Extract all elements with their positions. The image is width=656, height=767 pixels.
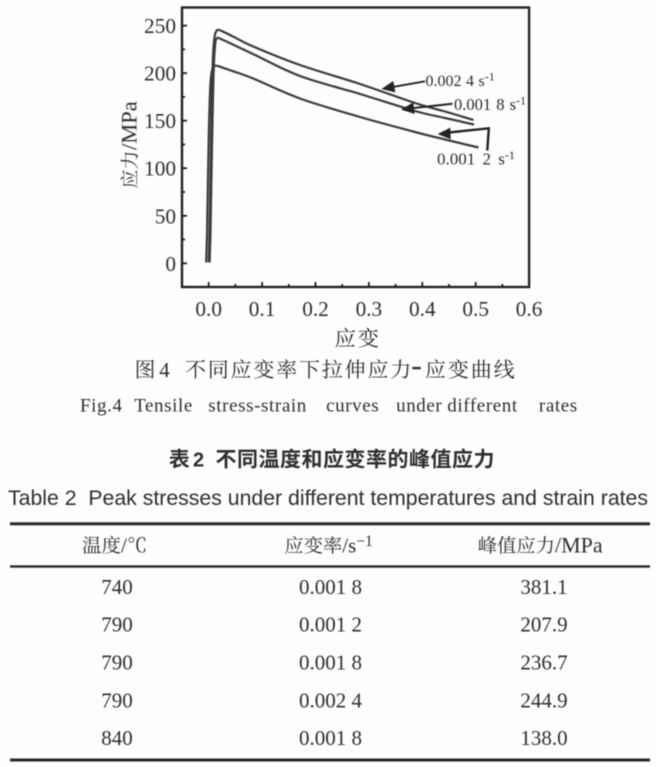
svg-text:0.002 4 s-1: 0.002 4 s-1 bbox=[426, 70, 495, 91]
svg-text:0.001 2: 0.001 2 bbox=[299, 613, 362, 637]
svg-text:0.001 8: 0.001 8 bbox=[299, 575, 362, 599]
svg-text:0.002 4: 0.002 4 bbox=[299, 688, 363, 712]
svg-text:0.1: 0.1 bbox=[249, 297, 276, 321]
svg-text:0.0: 0.0 bbox=[195, 297, 222, 321]
svg-text:Table 2 Peak stresses under d: Table 2 Peak stresses under different te… bbox=[8, 487, 648, 510]
svg-text:0: 0 bbox=[165, 252, 176, 276]
svg-text:0.001 8: 0.001 8 bbox=[299, 651, 362, 675]
svg-text:200: 200 bbox=[144, 62, 176, 86]
svg-text:790: 790 bbox=[101, 613, 133, 637]
svg-text:790: 790 bbox=[101, 651, 133, 675]
svg-text:50: 50 bbox=[155, 204, 176, 228]
svg-text:244.9: 244.9 bbox=[520, 688, 567, 712]
svg-text:4: 4 bbox=[159, 358, 170, 382]
svg-text:2: 2 bbox=[193, 450, 204, 472]
svg-text:150: 150 bbox=[144, 109, 176, 133]
svg-text:790: 790 bbox=[101, 688, 133, 712]
svg-text:207.9: 207.9 bbox=[520, 613, 567, 637]
svg-text:0.001 8 s-1: 0.001 8 s-1 bbox=[454, 93, 526, 114]
svg-text:100: 100 bbox=[144, 157, 176, 181]
svg-text:0.3: 0.3 bbox=[356, 297, 383, 321]
svg-text:/MPa: /MPa bbox=[555, 532, 603, 557]
svg-text:236.7: 236.7 bbox=[520, 651, 567, 675]
svg-text:0.6: 0.6 bbox=[516, 297, 543, 321]
svg-text:/: / bbox=[121, 533, 127, 557]
svg-text:381.1: 381.1 bbox=[520, 575, 567, 599]
svg-text:0.5: 0.5 bbox=[462, 297, 489, 321]
svg-text:0.2: 0.2 bbox=[302, 297, 329, 321]
svg-text:840: 840 bbox=[101, 726, 133, 750]
svg-text:0.001 8: 0.001 8 bbox=[299, 726, 362, 750]
svg-text:740: 740 bbox=[101, 575, 133, 599]
svg-text:138.0: 138.0 bbox=[520, 726, 567, 750]
svg-text:0.4: 0.4 bbox=[409, 297, 436, 321]
svg-text:0.001 2 s-1: 0.001 2 s-1 bbox=[437, 148, 515, 169]
svg-text:/MPa: /MPa bbox=[117, 101, 142, 150]
svg-text:250: 250 bbox=[144, 14, 176, 38]
